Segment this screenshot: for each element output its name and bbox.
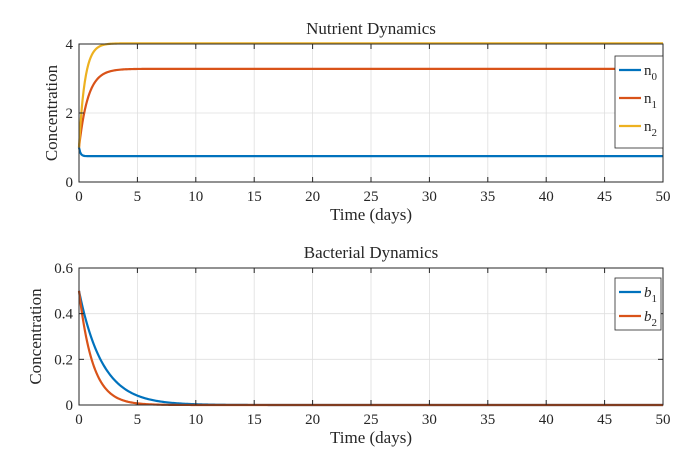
chart-title: Nutrient Dynamics — [306, 19, 436, 38]
x-tick-label: 30 — [422, 189, 437, 205]
y-tick-label: 4 — [66, 37, 74, 53]
x-tick-label: 10 — [188, 189, 203, 205]
x-tick-label: 45 — [597, 412, 612, 428]
y-tick-label: 0 — [66, 175, 74, 191]
legend-entry-n1: n1 — [644, 91, 657, 111]
x-tick-label: 15 — [247, 189, 262, 205]
chart-panel-1: 0 5 10 15 20 25 30 35 40 45 50 0 2 4 Nutrient Dynamics… — [42, 19, 671, 224]
x-tick-label: 15 — [247, 412, 262, 428]
x-tick-label: 0 — [75, 412, 83, 428]
x-tick-label: 30 — [422, 412, 437, 428]
y-tick-label: 0 — [66, 398, 74, 414]
x-tick-label: 40 — [539, 189, 554, 205]
legend-entry-n2: n2 — [644, 119, 657, 139]
legend-entry-b1: b1 — [644, 285, 657, 305]
legend-box — [614, 277, 662, 331]
x-tick-label: 20 — [305, 412, 320, 428]
x-tick-label: 25 — [364, 189, 379, 205]
x-tick-label: 5 — [134, 189, 142, 205]
x-axis-label: Time (days) — [330, 205, 412, 224]
x-tick-label: 40 — [539, 412, 554, 428]
x-tick-label: 35 — [480, 412, 495, 428]
series-line-n1 — [77, 67, 663, 148]
x-tick-label: 45 — [597, 189, 612, 205]
x-tick-label: 0 — [75, 189, 83, 205]
legend-entry-b2: b2 — [644, 309, 657, 329]
series-line-n2 — [77, 42, 663, 148]
series-line-n0 — [77, 147, 663, 158]
y-axis-label: Concentration — [42, 64, 61, 161]
legend-entry-n0: n0 — [644, 63, 658, 83]
x-tick-label: 50 — [656, 189, 671, 205]
legend: n0 n1 n2 — [614, 55, 664, 149]
chart-panel-2: 0 5 10 15 20 25 30 35 40 45 50 0 0.2 0.4 0.6 Bacterial … — [26, 243, 671, 447]
x-tick-label: 10 — [188, 412, 203, 428]
x-tick-label: 35 — [480, 189, 495, 205]
x-tick-label: 5 — [134, 412, 142, 428]
legend-box — [614, 55, 664, 149]
chart-title: Bacterial Dynamics — [304, 243, 439, 262]
y-tick-label: 0.2 — [54, 352, 73, 368]
y-tick-label: 0.4 — [54, 307, 73, 323]
x-tick-label: 20 — [305, 189, 320, 205]
x-tick-label: 25 — [364, 412, 379, 428]
y-tick-label: 0.6 — [54, 261, 73, 277]
y-axis-label: Concentration — [26, 288, 45, 385]
x-axis-label: Time (days) — [330, 428, 412, 447]
x-tick-label: 50 — [656, 412, 671, 428]
y-tick-label: 2 — [66, 106, 74, 122]
